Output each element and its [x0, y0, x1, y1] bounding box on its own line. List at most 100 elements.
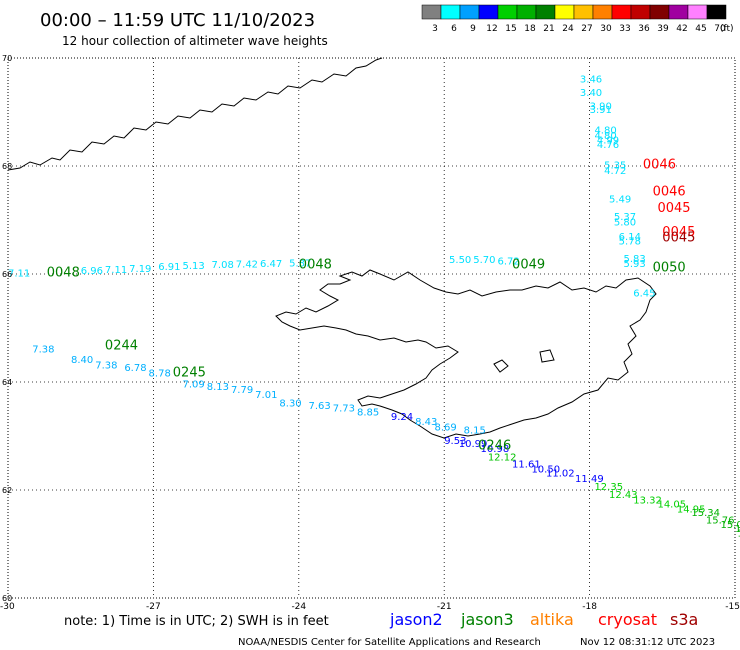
swh-value: 11.02 [546, 469, 575, 480]
swh-value: 15.34 [691, 508, 720, 519]
swh-value: 13.32 [633, 496, 662, 507]
legend-label: 27 [581, 24, 592, 34]
track-id: 0045 [662, 231, 695, 246]
iceland-coast [275, 269, 657, 439]
swh-value: 14.95 [677, 505, 706, 516]
swh-value: 7.73 [333, 404, 355, 415]
swh-value: 16.12 [735, 524, 740, 535]
legend-label: 45 [695, 24, 706, 34]
legend-swatch [516, 4, 537, 20]
swh-value: 4.76 [597, 140, 619, 151]
track-id: 0244 [105, 339, 138, 354]
swh-value: 7.09 [182, 379, 204, 390]
swh-value: 7.63 [308, 401, 330, 412]
legend-label: 12 [486, 24, 497, 34]
legend-label: 42 [676, 24, 687, 34]
legend-label: 18 [524, 24, 536, 34]
legend-swatch [668, 4, 689, 20]
swh-value: 5.50 [449, 255, 471, 266]
track-id: 0046 [653, 185, 686, 200]
lon-label: -30 [0, 602, 15, 612]
swh-value: 5.80 [614, 217, 636, 228]
track-id: 0049 [512, 258, 545, 273]
iceland-lake [493, 359, 509, 373]
lat-label: 70 [2, 54, 12, 63]
legend-swatch [592, 4, 613, 20]
legend-label: 6 [451, 24, 457, 34]
swh-value: 7.38 [95, 361, 117, 372]
legend-label: 9 [470, 24, 476, 34]
swh-value: 12.35 [594, 482, 623, 493]
legend-swatch [554, 4, 575, 20]
swh-value: 4.80 [594, 126, 616, 137]
swh-value: 12.43 [609, 490, 638, 501]
swh-value: 6.72 [498, 256, 520, 267]
swh-value: 3.91 [590, 105, 612, 116]
swh-value: 7.42 [236, 260, 258, 271]
swh-value: 10.98 [481, 444, 510, 455]
lat-label: 66 [2, 270, 12, 279]
legend-swatch [421, 4, 442, 20]
swh-value: 8.85 [357, 407, 379, 418]
satellite-jason2: jason2 [389, 610, 443, 629]
swh-value: 6.45 [633, 289, 655, 300]
swh-value: 7.11 [8, 269, 30, 280]
swh-value: 9.53 [444, 436, 466, 447]
swh-value: 7.38 [32, 344, 54, 355]
legend-swatch [649, 4, 670, 20]
track-id: 0048 [299, 258, 332, 273]
legend-swatch [535, 4, 556, 20]
swh-value: 8.40 [71, 355, 93, 366]
legend-label: 15 [505, 24, 516, 34]
lat-label: 64 [2, 378, 12, 387]
swh-value: 7.11 [105, 265, 127, 276]
legend-swatch [478, 4, 499, 20]
satellite-altika: altika [530, 610, 574, 629]
swh-value: 15.01 [720, 520, 740, 531]
swh-value: 5.70 [473, 255, 495, 266]
lat-label: 60 [2, 594, 12, 603]
legend-swatch [459, 4, 480, 20]
swh-value: 7.08 [212, 260, 234, 271]
legend-swatch [497, 4, 518, 20]
coastline [7, 57, 657, 439]
swh-value: 8.15 [464, 425, 486, 436]
legend-label: 3 [432, 24, 438, 34]
track-id: 0045 [657, 201, 690, 216]
swh-value: 14.05 [657, 499, 686, 510]
swh-value: 11.49 [575, 474, 604, 485]
greenland-coast [7, 57, 383, 171]
color-scale-legend: 3 6 9 12 15 18 21 24 27 30 33 36 39 42 45 70(ft) [421, 4, 734, 34]
swh-value: 6.78 [124, 363, 146, 374]
map-title: 00:00 – 11:59 UTC 11/10/2023 [40, 10, 315, 31]
legend-swatch [573, 4, 594, 20]
swh-value: 8.43 [415, 417, 437, 428]
legend-unit: (ft) [720, 24, 734, 34]
footer-credit: NOAA/NESDIS Center for Satellite Applica… [238, 637, 541, 648]
swh-value: 3.40 [580, 88, 602, 99]
footer-timestamp: Nov 12 08:31:12 UTC 2023 [580, 637, 715, 648]
swh-value: 6.47 [260, 259, 282, 270]
latitude-labels: 70 68 66 64 62 60 [2, 54, 12, 603]
swh-value: 16.16 [737, 528, 740, 539]
legend-label: 70 [714, 24, 726, 34]
legend-swatch [630, 4, 651, 20]
swh-value: 4.99 [597, 135, 619, 146]
swh-value: 8.78 [149, 369, 171, 380]
swh-value: 6.96 [81, 266, 103, 277]
track-id: 0045 [662, 225, 695, 240]
satellite-s3a: s3a [670, 610, 698, 629]
legend-swatch [440, 4, 461, 20]
lon-label: -27 [146, 602, 161, 612]
swh-value: 5.37 [289, 258, 311, 269]
legend-swatch [687, 4, 708, 20]
footer-note: note: 1) Time is in UTC; 2) SWH is in fe… [64, 614, 329, 629]
swh-value: 10.50 [531, 465, 560, 476]
swh-value: 6.91 [158, 262, 180, 273]
swh-value: 3.46 [580, 74, 602, 85]
swh-value: 5.78 [619, 236, 641, 247]
swh-value: 8.69 [435, 423, 457, 434]
lon-label: -18 [582, 602, 597, 612]
swh-value: 5.37 [614, 212, 636, 223]
